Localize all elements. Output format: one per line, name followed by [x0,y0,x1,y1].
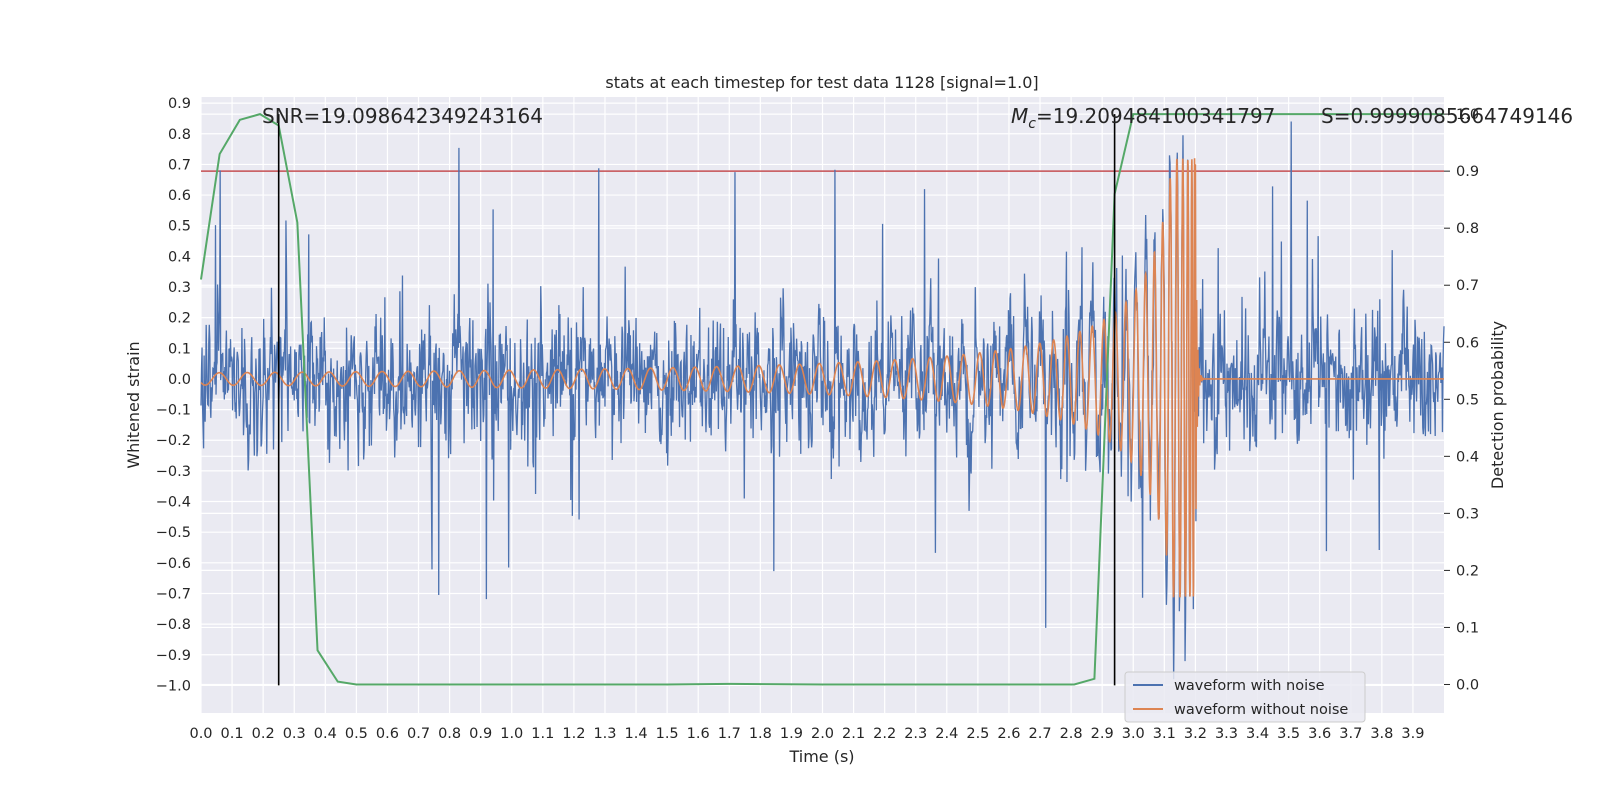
y-right-tick-label: 0.2 [1456,563,1479,579]
y-right-tick-label: 0.5 [1456,392,1479,408]
x-tick-labels: 0.0 0.1 0.2 0.3 0.4 0.5 0.6 0.7 0.8 0.9 1.0 1.1 1.2 1… [189,726,1424,742]
x-tick-label: 1.1 [531,726,554,742]
y-left-tick-label: 0.4 [168,249,191,265]
y-left-tick-label: −0.1 [156,403,191,419]
x-tick-label: 2.1 [842,726,865,742]
legend-label-clean: waveform without noise [1174,702,1348,718]
s-annotation: S=0.9999085664749146 [1321,104,1573,128]
y-right-tick-label: 0.7 [1456,278,1479,294]
x-tick-label: 0.1 [221,726,244,742]
series-waveform-without-noise [200,158,1444,598]
series-detection-probability [200,113,1444,686]
y-left-tick-label: −0.2 [156,433,191,449]
legend: waveform with noise waveform without noi… [1124,671,1366,723]
y-left-tick-label: −0.5 [156,525,191,541]
x-tick-label: 1.0 [500,726,523,742]
x-tick-label: 3.6 [1308,726,1331,742]
x-tick-label: 3.8 [1370,726,1393,742]
waveform-with-noise-line [200,121,1445,680]
x-tick-label: 1.9 [780,726,803,742]
y-right-tick-label: 0.8 [1456,221,1479,237]
x-tick-label: 3.4 [1246,726,1269,742]
x-tick-label: 1.7 [718,726,741,742]
x-tick-label: 3.5 [1277,726,1300,742]
y-left-tick-label: 0.3 [168,280,191,296]
y-left-tick-label: 0.8 [168,127,191,143]
y-left-tick-label: 0.1 [168,341,191,357]
x-axis-label: Time (s) [788,747,854,766]
x-tick-label: 3.9 [1401,726,1424,742]
x-tick-label: 3.7 [1339,726,1362,742]
chart-title: stats at each timestep for test data 112… [605,73,1038,92]
y-left-tick-labels: 0.9 0.8 0.7 0.6 0.5 0.4 0.3 0.2 0.1 0.0 −0.1 −0.2 −0… [156,96,191,694]
y-left-tick-label: 0.6 [168,188,191,204]
x-tick-label: 0.2 [252,726,275,742]
y-left-tick-label: 0.5 [168,219,191,235]
x-tick-label: 2.8 [1060,726,1083,742]
x-tick-label: 0.0 [189,726,212,742]
x-tick-label: 1.6 [687,726,710,742]
x-tick-label: 2.9 [1091,726,1114,742]
y-right-tick-labels: 1.0 0.9 0.8 0.7 0.6 0.5 0.4 0.3 0.2 0.1 0.0 [1444,107,1479,693]
legend-box [1124,671,1366,723]
y-left-tick-label: −0.3 [156,464,191,480]
y-left-tick-label: −0.4 [156,495,191,511]
y-right-tick-label: 0.9 [1456,164,1479,180]
x-tick-label: 0.6 [376,726,399,742]
x-tick-label: 0.5 [345,726,368,742]
x-tick-label: 3.1 [1153,726,1176,742]
x-tick-label: 0.7 [407,726,430,742]
x-tick-label: 3.2 [1184,726,1207,742]
y-left-tick-label: −0.7 [156,586,191,602]
mc-symbol: M [1011,104,1028,128]
x-tick-label: 2.5 [966,726,989,742]
y-right-tick-label: 0.6 [1456,335,1479,351]
x-tick-label: 1.3 [593,726,616,742]
snr-annotation: SNR=19.098642349243164 [262,104,543,128]
y-axis-left-label: Whitened strain [124,341,143,468]
y-right-tick-label: 0.3 [1456,506,1479,522]
y-right-tick-label: 0.1 [1456,620,1479,636]
marker-lines [277,114,1116,686]
x-tick-label: 2.7 [1028,726,1051,742]
x-tick-label: 1.8 [749,726,772,742]
y-right-tick-label: 0.0 [1456,677,1479,693]
x-tick-label: 1.4 [625,726,648,742]
y-right-tick-label: 1.0 [1456,107,1479,123]
mc-value: =19.209484100341797 [1036,104,1275,128]
y-left-tick-label: −0.6 [156,556,191,572]
series-waveform-with-noise [200,121,1445,680]
detection-probability-line [200,113,1444,686]
x-tick-label: 2.6 [997,726,1020,742]
y-left-tick-label: 0.7 [168,157,191,173]
waveform-without-noise-line [200,158,1444,598]
y-left-tick-label: 0.9 [168,96,191,112]
y-axis-right-label: Detection probability [1488,321,1507,489]
x-tick-label: 2.3 [904,726,927,742]
legend-label-noisy: waveform with noise [1174,678,1325,694]
y-left-tick-label: −1.0 [156,678,191,694]
mc-annotation: Mc=19.209484100341797 [1011,104,1275,132]
y-left-tick-label: 0.2 [168,311,191,327]
y-left-tick-label: −0.9 [156,648,191,664]
x-tick-label: 2.0 [811,726,834,742]
x-tick-label: 0.3 [283,726,306,742]
x-tick-label: 0.9 [469,726,492,742]
x-tick-label: 3.3 [1215,726,1238,742]
y-left-tick-label: 0.0 [168,372,191,388]
x-tick-label: 2.2 [873,726,896,742]
y-left-tick-label: −0.8 [156,617,191,633]
x-tick-label: 3.0 [1122,726,1145,742]
x-tick-label: 2.4 [935,726,958,742]
x-tick-label: 0.8 [438,726,461,742]
x-tick-label: 1.5 [656,726,679,742]
mc-subscript: c [1028,116,1036,132]
x-tick-label: 1.2 [562,726,585,742]
y-right-tick-label: 0.4 [1456,449,1479,465]
x-tick-label: 0.4 [314,726,337,742]
